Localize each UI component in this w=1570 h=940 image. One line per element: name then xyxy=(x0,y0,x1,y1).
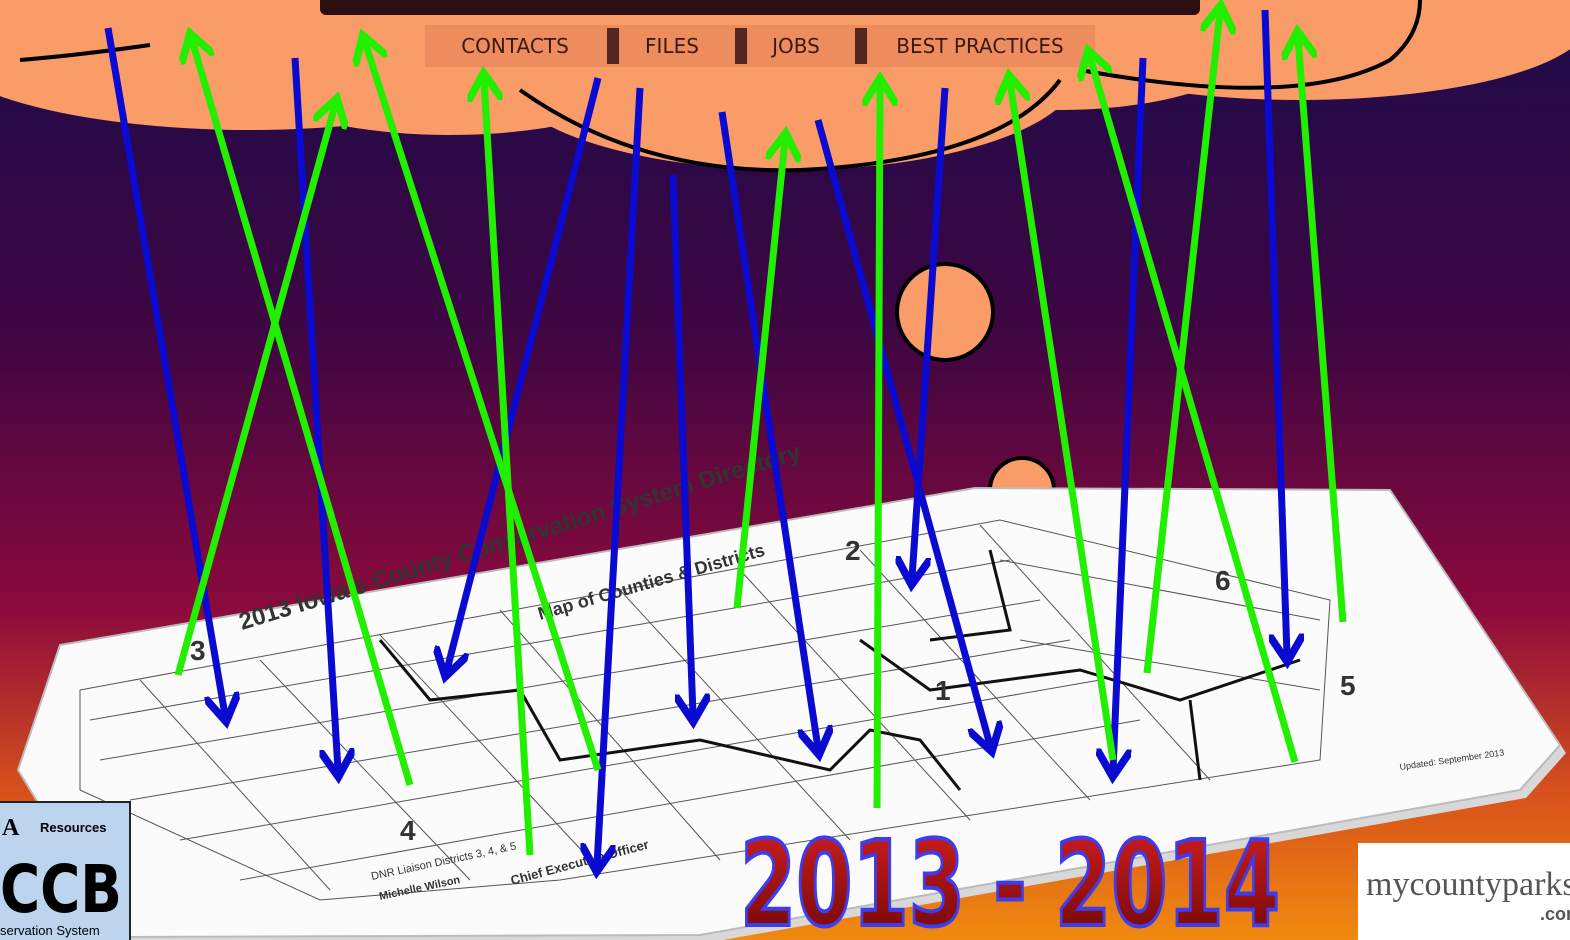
arrow xyxy=(669,174,693,715)
district-number: 6 xyxy=(1215,565,1231,596)
arrow xyxy=(1090,57,1299,763)
map-card xyxy=(16,486,1566,940)
arrow xyxy=(1261,9,1287,655)
sponsor-logo: mycountyparks .com xyxy=(1358,843,1570,940)
sponsor-name: mycountyparks xyxy=(1366,866,1570,903)
arrow xyxy=(814,119,990,745)
nav-item[interactable]: CONTACTS xyxy=(461,34,569,58)
arrow xyxy=(718,111,818,748)
nav-item[interactable]: JOBS xyxy=(770,34,820,58)
arrows xyxy=(104,9,1347,865)
arrow xyxy=(733,140,785,609)
arrow xyxy=(291,57,338,770)
top-bar xyxy=(320,0,1200,15)
arrow xyxy=(192,40,414,786)
logo-system: servation System xyxy=(0,923,100,938)
sponsor-suffix: .com xyxy=(1540,904,1570,924)
arrow xyxy=(447,77,602,670)
district-number: 4 xyxy=(400,815,416,846)
district-number: 2 xyxy=(845,535,861,566)
nav-separator xyxy=(607,28,619,64)
arrow xyxy=(1113,57,1147,770)
district-number: 3 xyxy=(190,635,206,666)
arrow xyxy=(1010,82,1117,761)
arrow xyxy=(877,85,880,809)
logo: A Resources CCB servation System xyxy=(0,801,131,940)
arrow xyxy=(912,87,949,578)
arrow xyxy=(365,42,602,772)
nav-bar xyxy=(425,25,1095,67)
nav-item[interactable]: BEST PRACTICES xyxy=(896,34,1063,58)
logo-resources: Resources xyxy=(40,820,106,835)
nav-separator xyxy=(735,28,747,64)
district-number: 5 xyxy=(1340,670,1356,701)
arrow xyxy=(1298,38,1347,623)
arrow xyxy=(174,105,335,676)
logo-name: CCB xyxy=(0,851,122,928)
arrow xyxy=(597,87,644,865)
arrow xyxy=(104,27,225,715)
headline: 2013 - 2014 xyxy=(740,815,1280,940)
arrow xyxy=(1143,12,1220,674)
arrow xyxy=(484,80,534,856)
navigation: CONTACTS FILES JOBS BEST PRACTICES xyxy=(425,25,1095,67)
cloud-outline xyxy=(19,0,1422,173)
nav-item[interactable]: FILES xyxy=(645,34,699,58)
nav-separator xyxy=(855,28,867,64)
logo-letter: A xyxy=(2,815,20,841)
thought-bubble xyxy=(895,262,995,362)
district-number: 1 xyxy=(935,675,951,706)
